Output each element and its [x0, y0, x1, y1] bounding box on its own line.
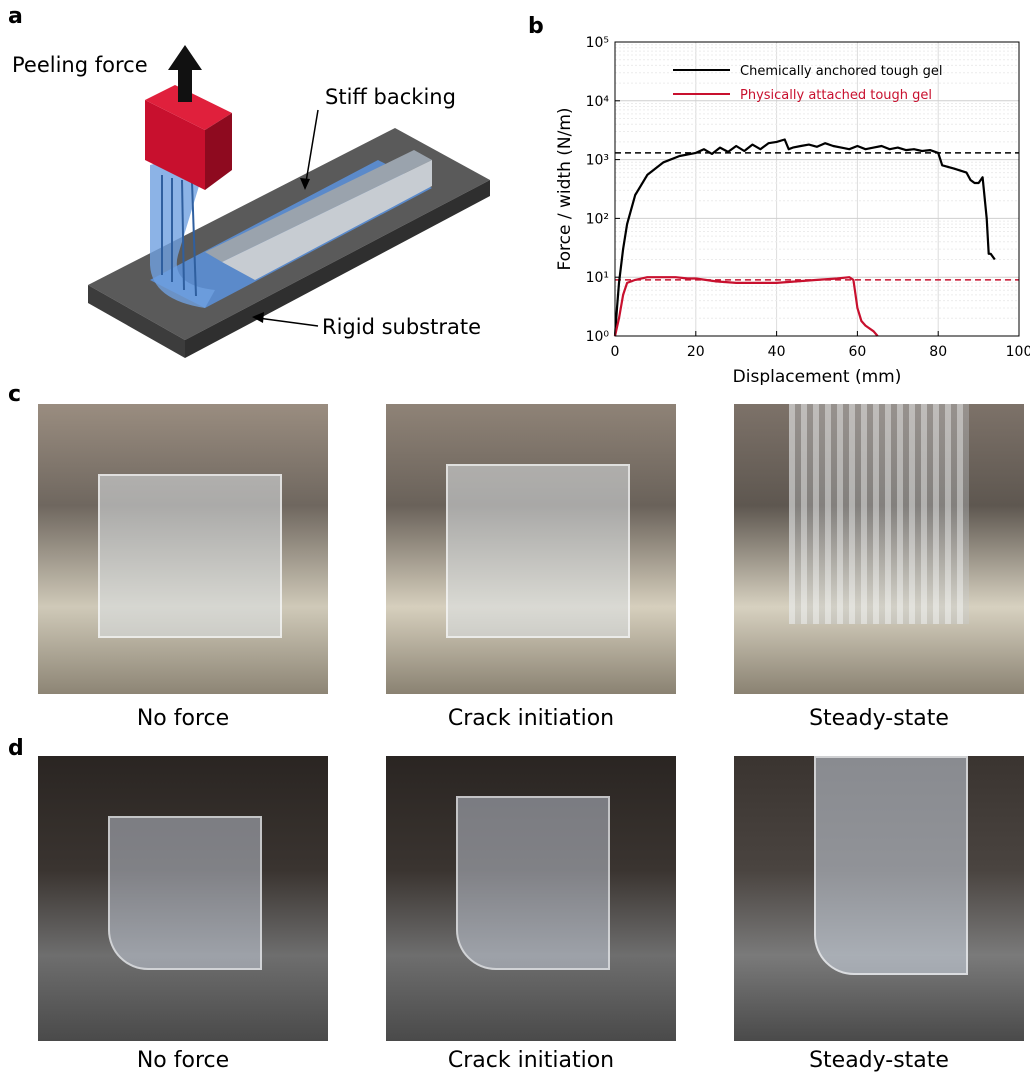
label-stiff-backing: Stiff backing — [325, 85, 456, 109]
gel-sample — [108, 816, 262, 970]
x-ticks: 0 20 40 60 80 100 — [611, 331, 1030, 360]
substrate-front — [88, 285, 185, 358]
gel-fibril-4 — [191, 181, 197, 297]
y-tick-label: 10⁴ — [586, 94, 610, 110]
y-tick-label: 10³ — [586, 153, 609, 169]
gel-sample — [789, 404, 969, 624]
caption-c-1: No force — [136, 706, 230, 731]
y-tick-label: 10⁰ — [586, 329, 610, 345]
gel-sample — [814, 756, 968, 975]
gel-fibril-3 — [181, 179, 185, 291]
chart-frame — [614, 41, 1020, 337]
legend-label-physical: Physically attached tough gel — [740, 88, 932, 103]
caption-d-3: Steady-state — [809, 1048, 949, 1073]
gel-sample — [456, 796, 610, 970]
x-tick-label: 60 — [848, 344, 866, 360]
caption-d-2: Crack initiation — [447, 1048, 615, 1073]
photo-d-crack-initiation — [386, 756, 676, 1041]
panel-letter-a: a — [8, 4, 23, 29]
photo-d-no-force — [38, 756, 328, 1041]
x-tick-label: 40 — [768, 344, 786, 360]
clamp-side — [205, 113, 232, 190]
x-tick-label: 80 — [929, 344, 947, 360]
x-axis-label: Displacement (mm) — [733, 367, 902, 385]
x-tick-label: 0 — [611, 344, 620, 360]
chart-legend: Chemically anchored tough gel Physically… — [673, 64, 943, 103]
gel-sample — [98, 474, 282, 638]
y-axis-label: Force / width (N/m) — [555, 107, 575, 270]
rigid-substrate-pointer — [257, 317, 319, 327]
peel-force-chart: 0 20 40 60 80 100 10⁰ 10¹ 10² 10³ 10⁴ 10⁵ Displace… — [555, 35, 1030, 385]
panel-letter-b: b — [528, 14, 544, 39]
y-ticks: 10⁰ 10¹ 10² 10³ 10⁴ 10⁵ — [586, 35, 620, 345]
chart-series — [613, 138, 996, 337]
panel-letter-c: c — [8, 382, 22, 407]
photo-c-crack-initiation — [386, 404, 676, 694]
series-line-1 — [613, 276, 879, 337]
panel-letter-d: d — [8, 736, 24, 761]
stiff-backing-pointer — [304, 109, 319, 189]
peel-test-schematic: Peeling force Stiff backing Rigid substr… — [12, 45, 490, 358]
legend-label-chemical: Chemically anchored tough gel — [740, 64, 943, 79]
y-tick-label: 10⁵ — [586, 35, 609, 51]
x-tick-label: 20 — [687, 344, 705, 360]
gel-sample — [446, 464, 630, 638]
stiff-backing — [205, 150, 432, 262]
caption-c-3: Steady-state — [809, 706, 949, 731]
x-tick-label: 100 — [1006, 344, 1030, 360]
stiff-backing-pointer-head — [300, 178, 310, 190]
photo-d-steady-state — [734, 756, 1024, 1041]
peeling-force-arrow-icon — [168, 45, 202, 102]
caption-d-1: No force — [136, 1048, 230, 1073]
label-peeling-force: Peeling force — [12, 53, 148, 77]
photo-c-no-force — [38, 404, 328, 694]
caption-c-2: Crack initiation — [447, 706, 615, 731]
clamp-top — [145, 85, 232, 130]
y-tick-label: 10¹ — [586, 270, 609, 286]
stiff-backing-top — [222, 160, 432, 280]
y-tick-label: 10² — [586, 211, 609, 227]
photo-c-steady-state — [734, 404, 1024, 694]
series-line-0 — [613, 138, 996, 337]
chart-reference-lines — [615, 152, 1019, 281]
rigid-substrate-pointer-head — [252, 312, 264, 323]
label-rigid-substrate: Rigid substrate — [322, 315, 481, 339]
chart-grid — [614, 42, 1020, 337]
